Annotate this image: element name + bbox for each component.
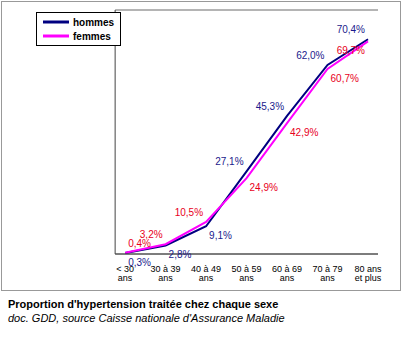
svg-text:2,8%: 2,8% (169, 249, 192, 260)
html-text:doc. GDD, source Caisse nation: doc. GDD, source Caisse nationale d'Assu… (8, 312, 285, 324)
svg-text:27,1%: 27,1% (215, 156, 243, 167)
svg-text:62,0%: 62,0% (296, 50, 324, 61)
html-text:ans: ans (117, 273, 133, 284)
svg-text:45,3%: 45,3% (256, 101, 284, 112)
svg-text:10,5%: 10,5% (175, 207, 203, 218)
svg-text:50 à 59ans: 50 à 59ans (232, 264, 262, 283)
html-text:femmes: femmes (73, 30, 111, 42)
svg-text:69,7%: 69,7% (337, 45, 365, 56)
html-text:hommes: hommes (73, 16, 115, 28)
svg-text:3,2%: 3,2% (140, 229, 163, 240)
html-text:Proportion d'hypertension trai: Proportion d'hypertension traitée chez c… (8, 298, 279, 310)
svg-text:40 à 49ans: 40 à 49ans (191, 264, 221, 283)
svg-text:42,9%: 42,9% (290, 127, 318, 138)
svg-text:60,7%: 60,7% (331, 73, 359, 84)
svg-text:60 à 69ans: 60 à 69ans (272, 264, 302, 283)
svg-text:9,1%: 9,1% (209, 230, 232, 241)
svg-text:80 anset plus: 80 anset plus (354, 264, 382, 283)
svg-text:0,4%: 0,4% (128, 237, 151, 249)
svg-text:24,9%: 24,9% (250, 182, 278, 193)
html-text:< 30: < 30 (116, 264, 134, 275)
svg-text:30 à 39ans: 30 à 39ans (151, 264, 181, 283)
svg-text:70 à 79ans: 70 à 79ans (313, 264, 343, 283)
svg-text:0,3%: 0,3% (128, 257, 151, 268)
svg-text:70,4%: 70,4% (337, 24, 365, 35)
